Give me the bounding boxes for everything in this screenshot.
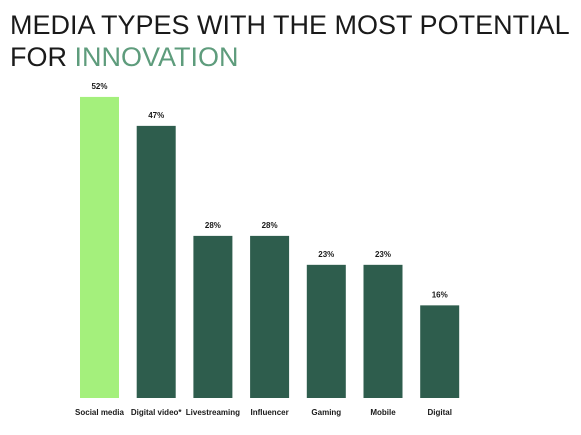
x-tick-label: Digital video* bbox=[131, 408, 183, 417]
chart-title-line2: FOR INNOVATION bbox=[10, 42, 239, 72]
value-label: 28% bbox=[262, 221, 278, 230]
bar bbox=[250, 235, 290, 398]
chart-title: MEDIA TYPES WITH THE MOST POTENTIAL bbox=[10, 10, 570, 40]
value-label: 52% bbox=[91, 82, 107, 91]
x-tick-label: Digital bbox=[427, 408, 451, 417]
value-label: 16% bbox=[432, 290, 448, 299]
bar bbox=[363, 264, 403, 398]
x-tick-label: Influencer bbox=[250, 408, 288, 417]
bar bbox=[420, 305, 460, 398]
x-tick-label: Social media bbox=[75, 408, 124, 417]
bar bbox=[136, 125, 176, 399]
x-tick-label: Livestreaming bbox=[186, 408, 240, 417]
bar bbox=[193, 235, 233, 398]
x-tick-label: Mobile bbox=[370, 408, 396, 417]
value-label: 23% bbox=[318, 250, 334, 259]
title-highlight: INNOVATION bbox=[75, 42, 239, 72]
value-label: 28% bbox=[205, 221, 221, 230]
value-label: 23% bbox=[375, 250, 391, 259]
bar bbox=[306, 264, 346, 398]
x-tick-label: Gaming bbox=[311, 408, 341, 417]
bar bbox=[80, 96, 119, 399]
title-word: FOR bbox=[10, 42, 67, 72]
value-label: 47% bbox=[148, 111, 164, 120]
